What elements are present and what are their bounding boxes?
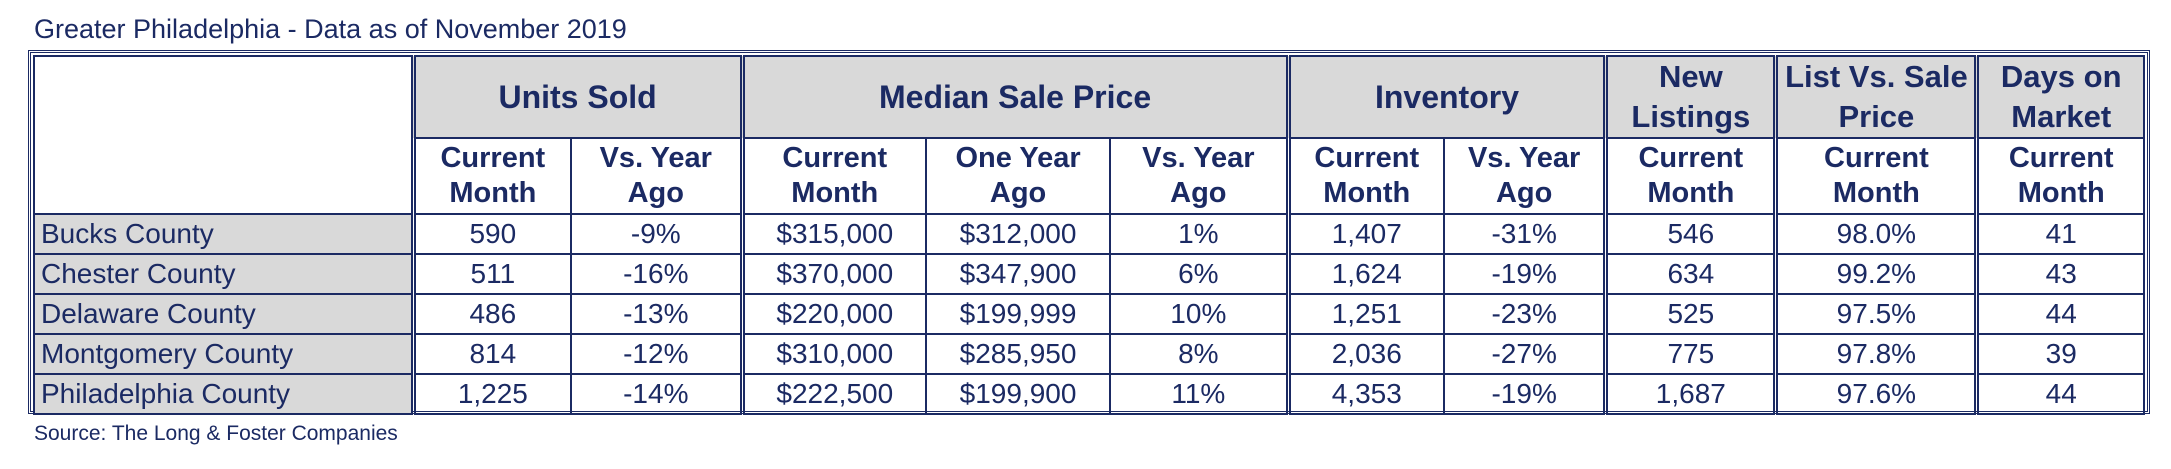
- value-cell: $199,999: [925, 293, 1112, 335]
- subheader-cell: One Year Ago: [925, 137, 1112, 215]
- value-cell: 43: [1975, 253, 2146, 295]
- value-cell: 97.5%: [1774, 293, 1980, 335]
- value-cell: $347,900: [925, 253, 1112, 295]
- page-title: Greater Philadelphia - Data as of Novemb…: [34, 14, 627, 44]
- value-cell: 546: [1604, 213, 1779, 255]
- value-cell: 1%: [1109, 213, 1291, 255]
- corner-cell: [32, 55, 416, 215]
- county-name-cell: Delaware County: [32, 293, 416, 335]
- subheader-cell: Current Month: [1774, 137, 1980, 215]
- value-cell: $220,000: [741, 293, 928, 335]
- group-header-list-vs-sale: List Vs. Sale Price: [1774, 55, 1980, 139]
- subheader-cell: Current Month: [741, 137, 928, 215]
- table-row: Montgomery County 814 -12% $310,000 $285,950…: [32, 333, 2146, 375]
- subheader-cell: Current Month: [1975, 137, 2146, 215]
- value-cell: 44: [1975, 293, 2146, 335]
- value-cell: -23%: [1442, 293, 1609, 335]
- value-cell: 6%: [1109, 253, 1291, 295]
- value-cell: $370,000: [741, 253, 928, 295]
- value-cell: -27%: [1442, 333, 1609, 375]
- value-cell: $312,000: [925, 213, 1112, 255]
- value-cell: 44: [1975, 373, 2146, 415]
- value-cell: -31%: [1442, 213, 1609, 255]
- value-cell: -16%: [570, 253, 745, 295]
- value-cell: 1,624: [1287, 253, 1445, 295]
- value-cell: $222,500: [741, 373, 928, 415]
- subheader-cell: Current Month: [412, 137, 573, 215]
- table-row: Chester County 511 -16% $370,000 $347,900 6% 1…: [32, 253, 2146, 295]
- group-header-units-sold: Units Sold: [412, 55, 745, 139]
- value-cell: 1,225: [412, 373, 573, 415]
- value-cell: 590: [412, 213, 573, 255]
- table-body: Bucks County 590 -9% $315,000 $312,000 1% 1,40…: [32, 213, 2146, 415]
- value-cell: $285,950: [925, 333, 1112, 375]
- value-cell: 775: [1604, 333, 1779, 375]
- data-table: Units Sold Median Sale Price Inventory N…: [32, 55, 2146, 415]
- subheader-cell: Current Month: [1287, 137, 1445, 215]
- group-header-median-sale-price: Median Sale Price: [741, 55, 1291, 139]
- value-cell: -19%: [1442, 253, 1609, 295]
- value-cell: -13%: [570, 293, 745, 335]
- county-name-cell: Montgomery County: [32, 333, 416, 375]
- value-cell: 98.0%: [1774, 213, 1980, 255]
- value-cell: -9%: [570, 213, 745, 255]
- table-row: Bucks County 590 -9% $315,000 $312,000 1% 1,40…: [32, 213, 2146, 255]
- value-cell: 525: [1604, 293, 1779, 335]
- value-cell: 1,407: [1287, 213, 1445, 255]
- county-name-cell: Bucks County: [32, 213, 416, 255]
- value-cell: -14%: [570, 373, 745, 415]
- value-cell: 11%: [1109, 373, 1291, 415]
- value-cell: 511: [412, 253, 573, 295]
- value-cell: $199,900: [925, 373, 1112, 415]
- subheader-cell: Vs. Year Ago: [1442, 137, 1609, 215]
- value-cell: 2,036: [1287, 333, 1445, 375]
- county-name-cell: Philadelphia County: [32, 373, 416, 415]
- source-note: Source: The Long & Foster Companies: [34, 422, 398, 445]
- value-cell: 486: [412, 293, 573, 335]
- group-header-inventory: Inventory: [1287, 55, 1609, 139]
- value-cell: -12%: [570, 333, 745, 375]
- value-cell: 99.2%: [1774, 253, 1980, 295]
- value-cell: 634: [1604, 253, 1779, 295]
- value-cell: 41: [1975, 213, 2146, 255]
- value-cell: 1,251: [1287, 293, 1445, 335]
- table-row: Philadelphia County 1,225 -14% $222,500 $199…: [32, 373, 2146, 415]
- value-cell: 10%: [1109, 293, 1291, 335]
- value-cell: 4,353: [1287, 373, 1445, 415]
- group-header-days-on-market: Days on Market: [1975, 55, 2146, 139]
- subheader-cell: Vs. Year Ago: [1109, 137, 1291, 215]
- value-cell: $310,000: [741, 333, 928, 375]
- group-header-new-listings: New Listings: [1604, 55, 1779, 139]
- value-cell: 97.6%: [1774, 373, 1980, 415]
- value-cell: 1,687: [1604, 373, 1779, 415]
- value-cell: 8%: [1109, 333, 1291, 375]
- value-cell: 39: [1975, 333, 2146, 375]
- value-cell: 97.8%: [1774, 333, 1980, 375]
- value-cell: -19%: [1442, 373, 1609, 415]
- table-row: Delaware County 486 -13% $220,000 $199,999 10…: [32, 293, 2146, 335]
- subheader-cell: Vs. Year Ago: [570, 137, 745, 215]
- data-table-frame: Units Sold Median Sale Price Inventory N…: [28, 50, 2150, 415]
- subheader-cell: Current Month: [1604, 137, 1779, 215]
- county-name-cell: Chester County: [32, 253, 416, 295]
- value-cell: $315,000: [741, 213, 928, 255]
- value-cell: 814: [412, 333, 573, 375]
